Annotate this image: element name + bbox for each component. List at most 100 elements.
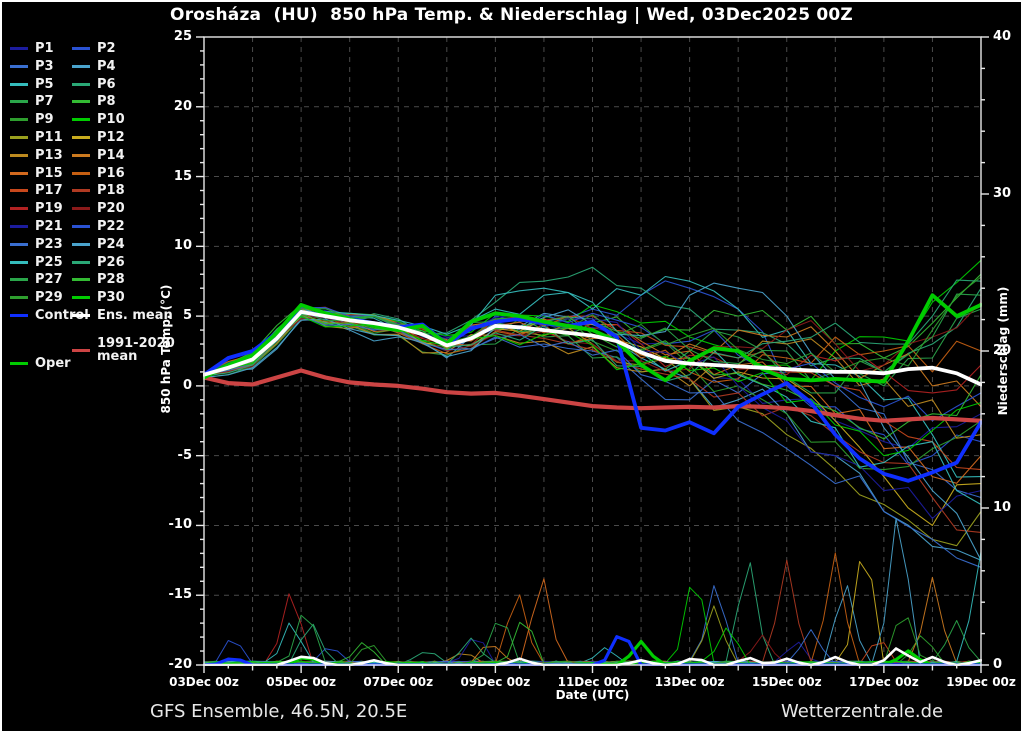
x-tick-label: 07Dec 00z: [363, 675, 434, 689]
footer-model-info: GFS Ensemble, 46.5N, 20.5E: [150, 701, 408, 722]
legend-item-p20: P20: [72, 198, 125, 217]
legend-item-ens-mean-swatch: [72, 314, 90, 317]
legend-item-p23-swatch: [10, 242, 28, 246]
legend-item-p3: P3: [10, 56, 54, 74]
legend-item-p25: P25: [10, 252, 63, 270]
x-tick-label: 13Dec 00z: [654, 675, 725, 689]
legend-item-p17: P17: [10, 180, 63, 198]
legend-item-oper-label: Oper: [35, 356, 71, 371]
legend-item-p3-label: P3: [35, 58, 54, 74]
y-left-tick-label: 25: [173, 29, 192, 44]
y-axis-left-title: 850 hPa Temp. (°C): [159, 284, 173, 414]
legend-item-p21: P21: [10, 216, 63, 234]
legend-item-p6-label: P6: [97, 76, 116, 92]
legend-item-p18-swatch: [72, 189, 90, 193]
legend-item-p13: P13: [10, 145, 63, 163]
legend-item-p5-swatch: [10, 82, 28, 86]
series-layer: [203, 259, 982, 666]
y-left-tick-label: -20: [168, 657, 193, 672]
y-right-tick-label: 20: [993, 343, 1012, 358]
legend-item-p22-label: P22: [97, 219, 125, 234]
legend-item-p9-swatch: [10, 118, 28, 122]
legend-item-p10: P10: [72, 109, 125, 128]
legend-item-p16-label: P16: [97, 165, 125, 181]
legend-item-p30: P30: [72, 287, 125, 305]
legend-item-p2-label: P2: [97, 41, 116, 56]
legend-item-p21-label: P21: [35, 219, 63, 234]
legend-item-p7-swatch: [10, 100, 28, 104]
legend-item-p8-label: P8: [97, 94, 116, 110]
x-tick-label: 03Dec 00z: [169, 675, 239, 689]
legend-item-p27-swatch: [10, 278, 28, 282]
y-left-tick-label: 15: [173, 168, 192, 184]
legend-item-p28-label: P28: [97, 272, 125, 288]
legend-item-p12-label: P12: [97, 130, 125, 145]
legend-item-oper-swatch: [10, 362, 28, 365]
legend-item-p7-label: P7: [35, 94, 54, 110]
legend-item-p11-swatch: [10, 136, 28, 139]
legend-item-p23-label: P23: [35, 236, 63, 252]
legend-item-p24-label: P24: [97, 236, 125, 252]
member-temp-line-p30: [203, 315, 982, 457]
legend-item-p8-swatch: [72, 100, 90, 104]
legend-item-p19-label: P19: [35, 201, 63, 217]
y-left-tick-label: 5: [182, 308, 192, 324]
legend-item-p4-label: P4: [97, 58, 116, 74]
y-left-tick-label: -15: [168, 587, 193, 603]
legend-item-p25-label: P25: [35, 254, 63, 270]
member-temp-line-p29: [203, 276, 982, 379]
legend-item-p5: P5: [10, 74, 54, 92]
y-right-tick-label: 30: [993, 186, 1012, 201]
y-right-tick-label: 0: [993, 657, 1003, 672]
legend-item-p19: P19: [10, 198, 63, 217]
legend-item-p10-swatch: [72, 118, 90, 122]
legend-item-p1: P1: [10, 38, 54, 56]
y-right-tick-label: 10: [993, 500, 1012, 515]
legend-item-p25-swatch: [10, 260, 28, 264]
footer-site-name: Wetterzentrale.de: [781, 701, 944, 722]
legend-item-p15: P15: [10, 163, 63, 181]
legend: P1 P2 P3 P4 P5 P6 P7 P8 P9 P10 P11 P12 P13 P14 P15 P16 P…: [2, 2, 202, 402]
legend-item-p1-swatch: [10, 47, 28, 50]
legend-item-p29-swatch: [10, 296, 28, 300]
x-tick-label: 05Dec 00z: [266, 675, 337, 689]
member-temp-line-p1: [203, 309, 982, 449]
legend-item-p24: P24: [72, 234, 125, 252]
legend-item-climate-mean-label: 1991-2020 mean: [97, 336, 175, 364]
y-left-tick-label: 10: [173, 238, 192, 254]
chart-title: Orosháza (HU) 850 hPa Temp. & Niederschl…: [170, 5, 853, 25]
legend-item-p7: P7: [10, 91, 54, 110]
legend-item-p18: P18: [72, 180, 125, 199]
legend-item-p13-swatch: [10, 153, 28, 157]
legend-item-p22-swatch: [72, 225, 90, 228]
y-right-tick-label: 40: [993, 29, 1012, 44]
legend-item-p29-label: P29: [35, 290, 63, 306]
legend-item-p28: P28: [72, 269, 125, 288]
legend-item-p21-swatch: [10, 225, 28, 228]
legend-item-p13-label: P13: [35, 147, 63, 163]
x-tick-label: 15Dec 00z: [751, 675, 822, 689]
y-left-tick-label: -5: [177, 447, 192, 463]
legend-item-p14: P14: [72, 145, 125, 163]
legend-item-oper: Oper: [10, 353, 71, 371]
legend-item-p18-label: P18: [97, 183, 125, 199]
x-tick-label: 11Dec 00z: [557, 675, 628, 689]
legend-item-ens-mean-label: Ens. mean: [97, 308, 173, 323]
legend-item-p26: P26: [72, 252, 125, 270]
legend-item-p14-label: P14: [97, 147, 125, 163]
legend-item-p9-label: P9: [35, 112, 54, 128]
legend-item-p14-swatch: [72, 153, 90, 157]
x-axis-title: Date (UTC): [555, 688, 630, 702]
axes: [196, 36, 989, 673]
legend-item-p15-swatch: [10, 171, 28, 175]
member-temp-line-p22: [203, 307, 982, 422]
x-tick-label: 17Dec 00z: [848, 675, 919, 689]
legend-item-p10-label: P10: [97, 112, 125, 128]
plot-area: [196, 36, 989, 673]
x-tick-label: 19Dec 00z: [946, 675, 1016, 689]
legend-item-p20-label: P20: [97, 201, 125, 217]
legend-item-p2: P2: [72, 38, 116, 56]
legend-item-p15-label: P15: [35, 165, 63, 181]
legend-item-p22: P22: [72, 216, 125, 234]
